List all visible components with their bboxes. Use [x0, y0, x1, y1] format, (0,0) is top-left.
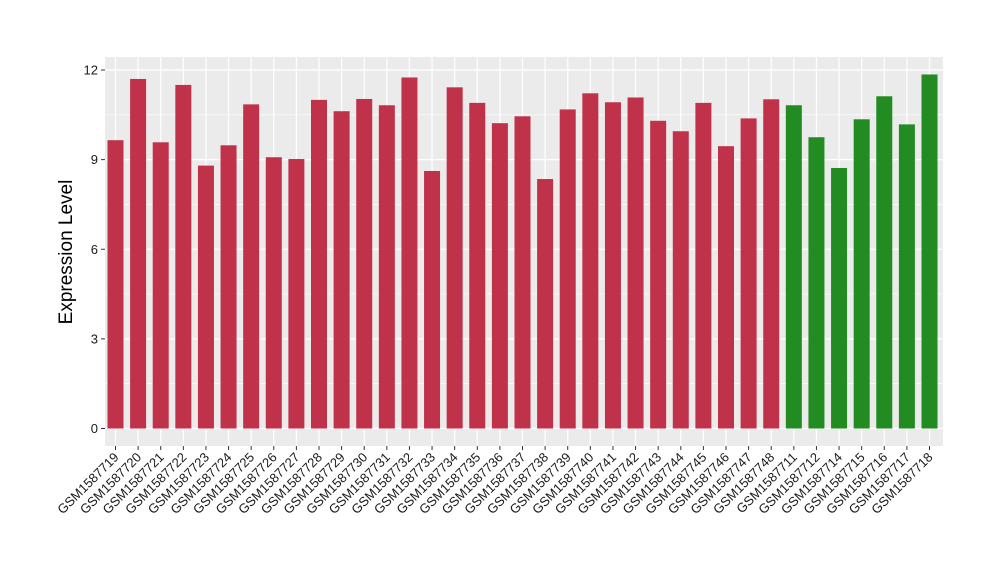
bar-GSM1587732	[401, 77, 418, 429]
bar-GSM1587727	[288, 159, 305, 429]
y-tick-label: 6	[91, 242, 98, 257]
bar-GSM1587730	[356, 98, 373, 429]
bar-GSM1587737	[514, 116, 531, 429]
bar-GSM1587733	[424, 170, 441, 429]
bar-GSM1587722	[175, 84, 192, 429]
bar-GSM1587719	[107, 140, 124, 429]
bar-GSM1587728	[311, 99, 327, 429]
bar-GSM1587720	[130, 78, 147, 429]
x-axis: GSM1587719GSM1587720GSM1587721GSM1587722…	[54, 446, 936, 517]
bar-GSM1587725	[243, 104, 260, 429]
bar-GSM1587724	[220, 145, 237, 429]
bar-GSM1587711	[785, 105, 802, 429]
bar-GSM1587747	[740, 118, 757, 429]
bar-GSM1587726	[265, 157, 282, 429]
bar-GSM1587742	[627, 97, 644, 429]
y-tick-label: 0	[91, 421, 98, 436]
bar-GSM1587744	[672, 131, 689, 429]
bar-GSM1587748	[763, 99, 780, 429]
bar-GSM1587729	[333, 111, 350, 429]
bar-GSM1587715	[853, 119, 870, 429]
bar-GSM1587731	[378, 105, 395, 429]
bar-GSM1587735	[469, 102, 486, 429]
bar-GSM1587741	[604, 102, 621, 429]
y-axis-title: Expression Level	[56, 180, 77, 325]
bar-GSM1587718	[921, 74, 938, 429]
y-tick-label: 12	[84, 63, 98, 78]
bar-GSM1587717	[898, 124, 915, 429]
bar-GSM1587734	[446, 87, 463, 429]
bar-GSM1587743	[650, 120, 667, 429]
bar-GSM1587739	[559, 109, 576, 429]
bars	[107, 74, 938, 429]
bar-GSM1587714	[831, 167, 848, 429]
bar-GSM1587738	[537, 179, 554, 429]
bar-GSM1587736	[491, 123, 508, 429]
bar-GSM1587740	[582, 93, 599, 429]
bar-GSM1587723	[197, 165, 214, 429]
y-tick-label: 9	[91, 152, 98, 167]
bar-GSM1587745	[695, 102, 712, 429]
bar-GSM1587721	[152, 142, 169, 429]
bar-GSM1587716	[876, 96, 893, 429]
y-tick-label: 3	[91, 331, 98, 346]
y-axis: 0 3 6 9 12	[84, 63, 105, 436]
bar-GSM1587712	[808, 137, 825, 429]
bar-GSM1587746	[718, 146, 734, 429]
